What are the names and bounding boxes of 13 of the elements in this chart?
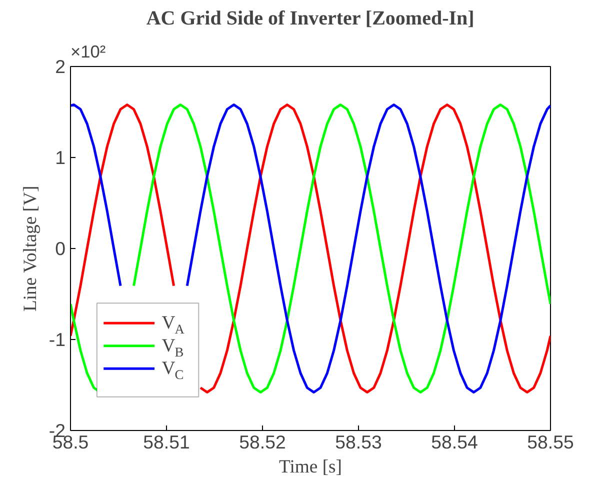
y-tick-label: 1 bbox=[55, 147, 66, 168]
x-tick-label: 58.52 bbox=[239, 432, 286, 452]
y-axis-title: Line Voltage [V] bbox=[20, 186, 41, 312]
text: ×10² bbox=[70, 42, 106, 62]
x-tick-label: 58.51 bbox=[143, 432, 190, 452]
y-tick-label: 0 bbox=[55, 238, 66, 259]
x-tick-label: 58.54 bbox=[431, 432, 478, 452]
y-tick-label: 2 bbox=[55, 56, 66, 77]
chart-title: AC Grid Side of Inverter [Zoomed-In] bbox=[146, 8, 474, 30]
x-axis-title: Time [s] bbox=[278, 456, 342, 478]
x-tick-label: 58.53 bbox=[335, 432, 382, 452]
x-tick-label: 58.55 bbox=[527, 432, 574, 452]
y-tick-label: -1 bbox=[48, 329, 66, 350]
